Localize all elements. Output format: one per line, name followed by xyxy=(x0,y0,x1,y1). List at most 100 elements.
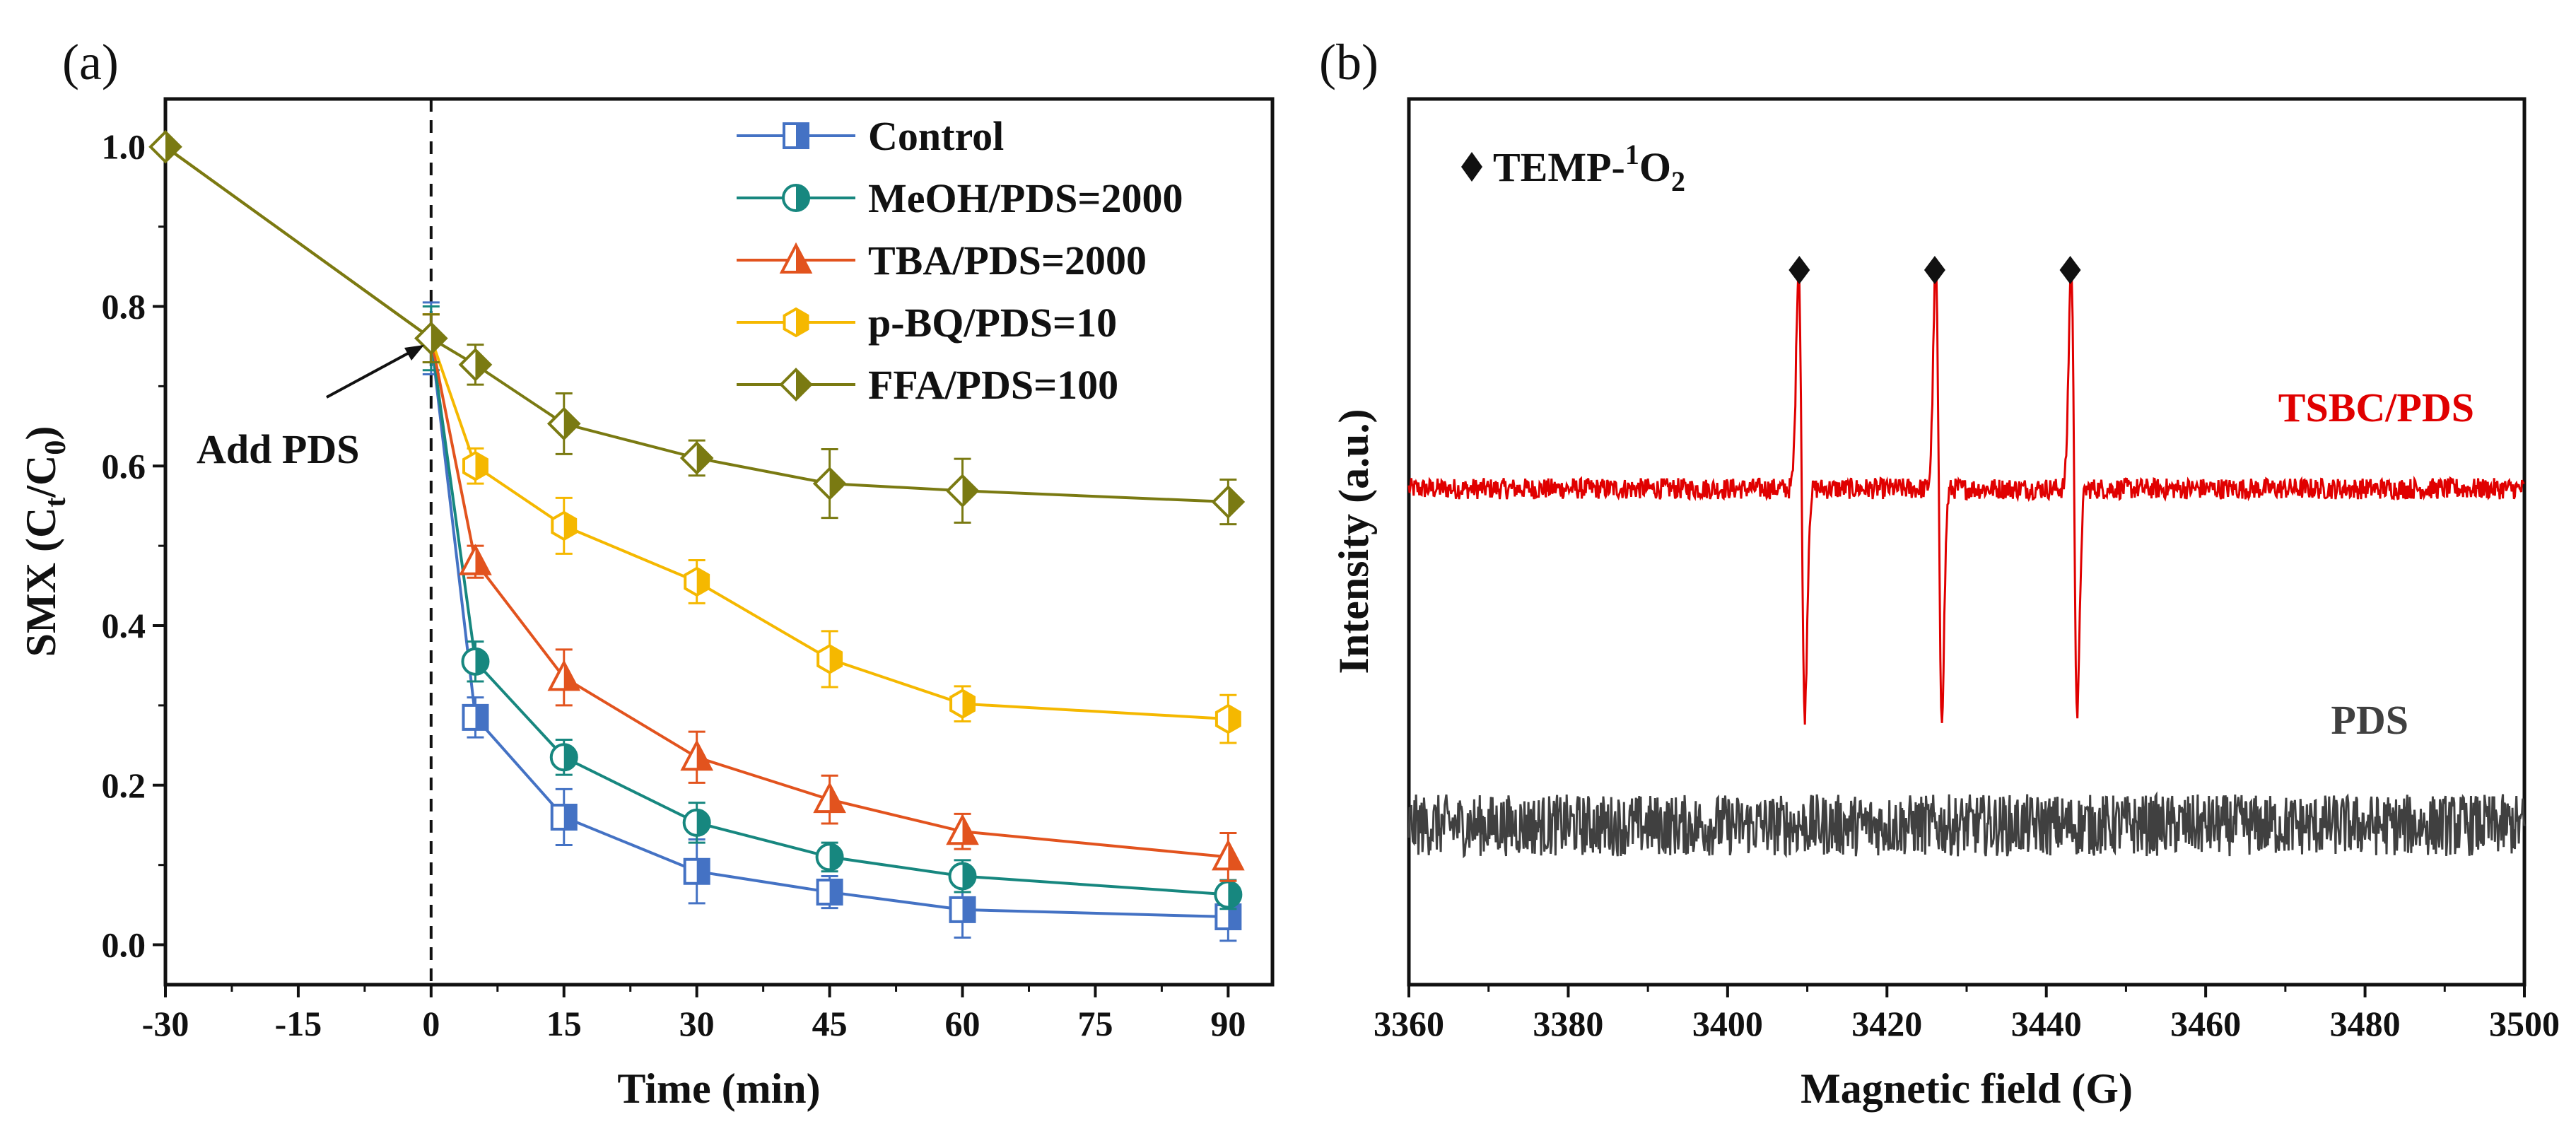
panel-a-x-axis: -30 -15 0 15 30 45 60 75 90 xyxy=(142,985,1246,1043)
legend-label: p-BQ/PDS=10 xyxy=(868,300,1117,346)
data-point-fill xyxy=(1228,842,1243,869)
panel-b-peak-markers xyxy=(1788,256,2081,284)
x-tick-label: 30 xyxy=(679,1004,715,1043)
diamond-icon xyxy=(1788,256,1810,284)
data-point-fill xyxy=(1228,881,1241,908)
panel-a-y-axis-title: SMX (Ct/C0) xyxy=(18,426,72,657)
data-point xyxy=(462,703,489,731)
y-tick-label: 0.8 xyxy=(102,286,146,326)
data-point-fill xyxy=(829,645,842,673)
data-point-fill xyxy=(563,744,577,770)
panel-b-y-axis-title: Intensity (a.u.) xyxy=(1330,409,1377,674)
series-tsbc-pds xyxy=(1407,258,2525,725)
x-tick-label: 75 xyxy=(1077,1004,1113,1043)
panel-a-y-axis: 0.0 0.2 0.4 0.6 0.8 1.0 xyxy=(102,127,165,965)
x-tick-label: 3420 xyxy=(1851,1004,1922,1043)
data-point xyxy=(949,896,976,923)
x-tick-label: 90 xyxy=(1210,1004,1246,1043)
data-point-fill xyxy=(962,897,975,922)
data-point-fill xyxy=(475,648,488,674)
legend-label: TBA/PDS=2000 xyxy=(868,238,1147,283)
data-point xyxy=(1212,839,1245,871)
data-point-fill xyxy=(563,804,576,829)
tsbc-pds-series-label: TSBC/PDS xyxy=(2278,385,2474,430)
data-point-fill xyxy=(829,469,845,499)
legend-marker xyxy=(779,242,813,274)
series-tba-pds-2000 xyxy=(164,146,1245,882)
x-tick-label: 15 xyxy=(546,1004,582,1043)
diamond-icon xyxy=(2059,256,2081,284)
add-pds-arrow-head-icon xyxy=(404,345,424,361)
y-tick-label: 0.6 xyxy=(102,446,146,486)
x-tick-label: 0 xyxy=(422,1004,440,1043)
data-point xyxy=(946,813,979,845)
legend-entry: Control xyxy=(737,113,1004,159)
diamond-icon xyxy=(1461,152,1482,182)
series-meoh-pds-2000 xyxy=(164,146,1243,910)
legend-entry: MeOH/PDS=2000 xyxy=(737,175,1183,221)
data-point xyxy=(680,739,713,771)
legend-marker-fill xyxy=(796,309,808,336)
data-point xyxy=(148,129,182,164)
temp-1o2-legend: TEMP-1O2 xyxy=(1461,139,1685,197)
diamond-icon xyxy=(1924,256,1945,284)
data-point xyxy=(682,808,711,837)
panel-b: (b) 3360 3380 3400 3420 3440 3460 3480 3500 Mag… xyxy=(1319,34,2560,1112)
legend-marker-fill xyxy=(796,185,809,211)
data-point-fill xyxy=(829,880,842,905)
x-tick-label: 3400 xyxy=(1692,1004,1763,1043)
x-tick-label: 45 xyxy=(812,1004,848,1043)
data-point-fill xyxy=(696,443,712,473)
legend-marker xyxy=(779,368,813,402)
data-point xyxy=(812,467,847,500)
series-line xyxy=(164,146,1229,721)
data-point-fill xyxy=(962,863,976,889)
data-point xyxy=(1214,880,1243,909)
data-point-fill xyxy=(829,844,843,870)
legend-label: Control xyxy=(868,113,1004,159)
add-pds-label: Add PDS xyxy=(197,426,359,472)
y-tick-label: 0.4 xyxy=(102,606,146,645)
panel-a-x-axis-title: Time (min) xyxy=(617,1065,820,1112)
data-point xyxy=(549,743,578,772)
data-point xyxy=(414,321,448,356)
data-point xyxy=(813,781,846,814)
data-point-fill xyxy=(1228,487,1243,517)
legend-entry: p-BQ/PDS=10 xyxy=(737,300,1117,346)
y-tick-label: 0.2 xyxy=(102,766,146,805)
x-tick-label: 3460 xyxy=(2170,1004,2241,1043)
data-point-fill xyxy=(1228,705,1240,733)
panel-b-x-axis-title: Magnetic field (G) xyxy=(1801,1065,2133,1112)
legend-marker-fill xyxy=(796,370,811,399)
x-tick-label: 3480 xyxy=(2330,1004,2401,1043)
x-tick-label: 3500 xyxy=(2489,1004,2560,1043)
add-pds-annotation: Add PDS xyxy=(197,345,424,472)
panel-b-x-axis: 3360 3380 3400 3420 3440 3460 3480 3500 xyxy=(1374,985,2560,1043)
legend-marker xyxy=(782,184,810,212)
panel-a-label: (a) xyxy=(62,34,119,90)
data-point xyxy=(547,660,581,691)
data-point xyxy=(462,450,488,481)
x-tick-label: 3440 xyxy=(2011,1004,2082,1043)
series-ffa-pds-100 xyxy=(148,129,1246,526)
data-point-fill xyxy=(962,476,978,506)
series-p-bq-pds-10 xyxy=(164,146,1241,744)
data-point-fill xyxy=(696,742,711,770)
panel-b-plot-frame xyxy=(1407,97,2527,987)
data-point-fill xyxy=(696,568,709,595)
series-line xyxy=(164,146,1229,859)
x-tick-label: -30 xyxy=(142,1004,189,1043)
panel-a-series-group xyxy=(148,129,1246,942)
data-point xyxy=(683,857,710,885)
data-point xyxy=(949,688,976,719)
add-pds-arrow xyxy=(326,348,416,399)
data-point-fill xyxy=(696,809,710,836)
data-point xyxy=(546,406,581,441)
data-point xyxy=(816,644,843,674)
legend-entry: FFA/PDS=100 xyxy=(737,362,1118,408)
panel-b-label: (b) xyxy=(1319,34,1378,90)
data-point xyxy=(1214,903,1242,931)
y-tick-label: 0.0 xyxy=(102,925,146,965)
data-point-fill xyxy=(829,785,844,812)
